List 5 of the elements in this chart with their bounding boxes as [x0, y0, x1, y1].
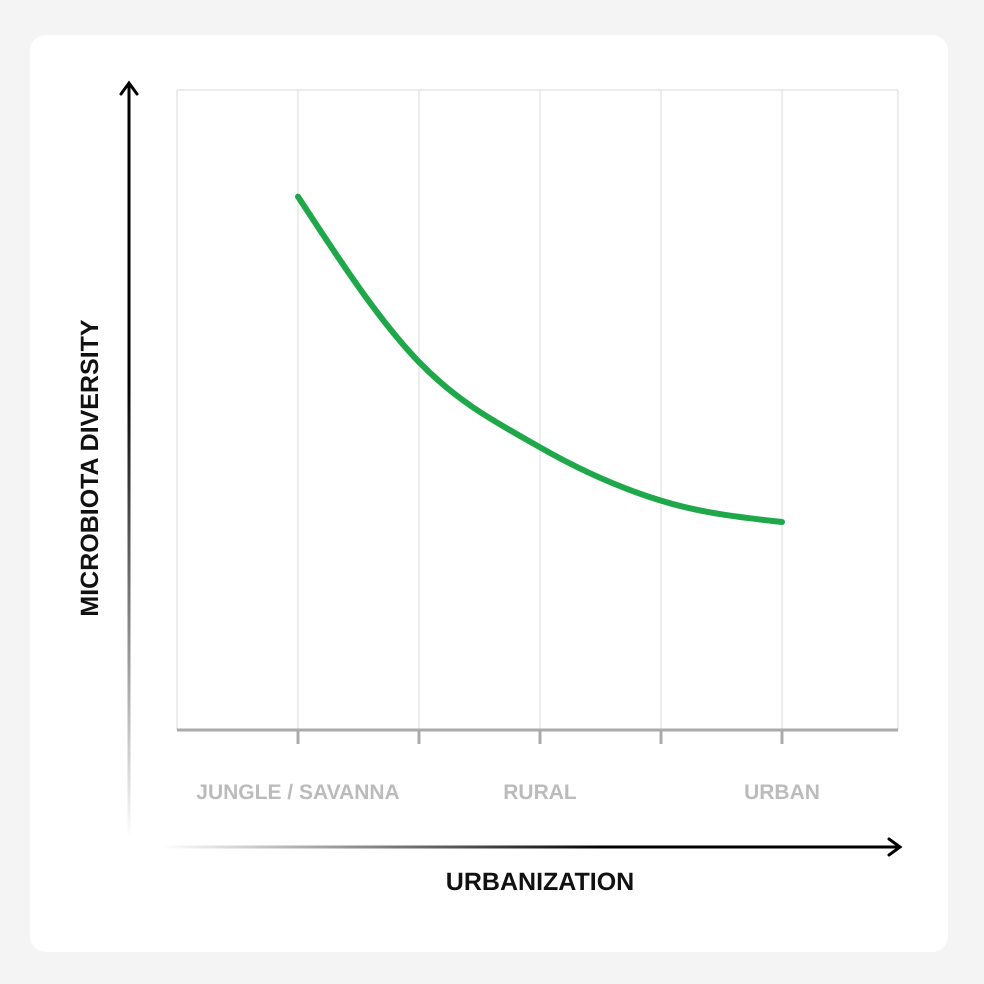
x-axis-title: URBANIZATION	[444, 868, 636, 897]
y-axis-title: MICROBIOTA DIVERSITY	[75, 318, 105, 619]
x-tick-label: RURAL	[503, 780, 577, 804]
x-tick-label: URBAN	[744, 780, 820, 804]
x-tick-label: JUNGLE / SAVANNA	[196, 780, 400, 804]
